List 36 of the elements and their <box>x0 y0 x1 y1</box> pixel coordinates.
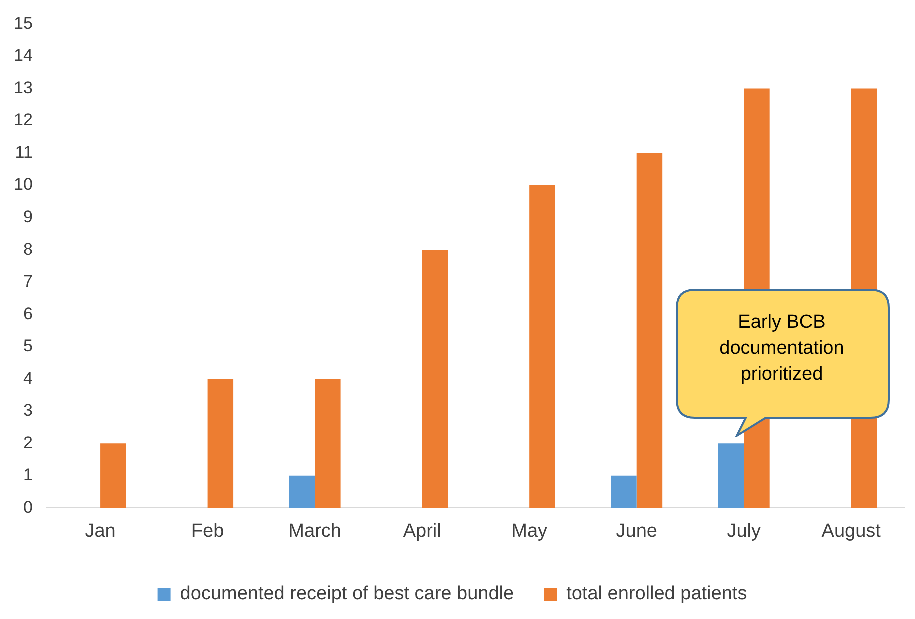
y-tick-label: 9 <box>23 207 33 226</box>
y-tick-label: 7 <box>23 272 33 292</box>
y-tick-label: 3 <box>23 401 33 420</box>
y-tick-label: 10 <box>14 175 33 194</box>
x-tick-label: May <box>512 520 548 542</box>
bar <box>289 476 316 508</box>
y-tick-label: 4 <box>23 368 33 388</box>
bar <box>530 186 556 508</box>
bar <box>422 250 448 508</box>
y-tick-label: 14 <box>14 46 33 66</box>
y-tick-label: 13 <box>14 78 33 98</box>
y-tick-label: 6 <box>23 304 33 324</box>
y-tick-label: 5 <box>23 336 33 356</box>
x-tick-label: Jan <box>85 520 116 542</box>
y-tick-label: 1 <box>23 466 33 485</box>
bar <box>208 379 234 508</box>
x-tick-label: July <box>727 520 762 542</box>
bar <box>718 444 744 508</box>
x-tick-label: August <box>822 520 882 542</box>
bar <box>636 153 663 508</box>
y-tick-label: 15 <box>14 14 33 33</box>
x-tick-label: March <box>288 520 342 542</box>
y-tick-label: 2 <box>23 433 33 452</box>
bar <box>100 444 126 508</box>
bar <box>315 379 341 508</box>
y-tick-label: 11 <box>15 142 33 162</box>
y-tick-label: 12 <box>14 110 33 130</box>
x-tick-label: June <box>616 520 658 542</box>
x-tick-label: Feb <box>191 520 224 542</box>
legend-label: total enrolled patients <box>566 584 748 605</box>
x-tick-label: April <box>403 520 442 542</box>
annotation: Early BCB documentation prioritized <box>718 311 846 387</box>
y-tick-label: 0 <box>23 498 33 517</box>
legend-label: documented receipt of best care bundle <box>180 584 514 605</box>
bar <box>611 476 637 508</box>
y-tick-label: 8 <box>23 240 33 259</box>
